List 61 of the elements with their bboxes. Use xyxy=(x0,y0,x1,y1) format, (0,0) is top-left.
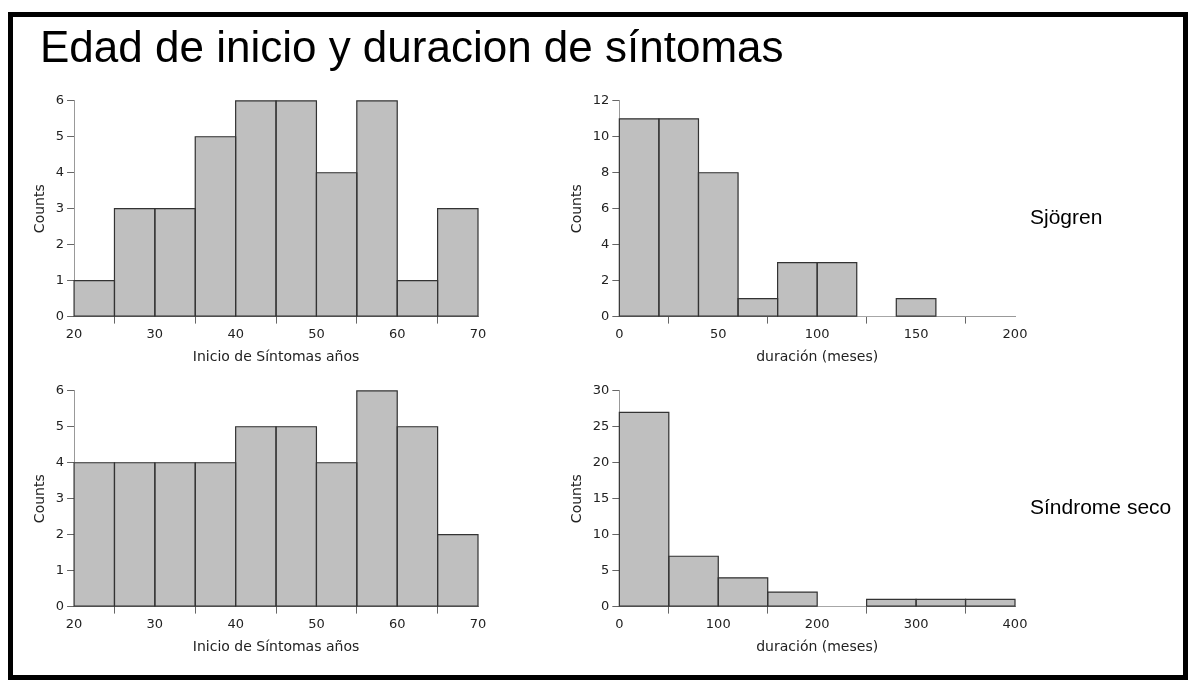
y-axis-title: Counts xyxy=(568,474,585,524)
x-tick-label: 30 xyxy=(146,615,164,631)
x-axis-title: duración (meses) xyxy=(756,638,879,655)
y-tick-label: 15 xyxy=(592,490,610,506)
y-tick-label: 1 xyxy=(55,272,65,288)
x-tick-label: 400 xyxy=(1002,615,1028,631)
y-tick-label: 2 xyxy=(601,272,610,288)
y-tick-label: 1 xyxy=(55,562,65,578)
y-tick-label: 5 xyxy=(55,418,65,434)
x-tick-label: 40 xyxy=(227,615,244,631)
y-tick-label: 30 xyxy=(592,382,610,398)
y-tick-label: 12 xyxy=(592,92,610,108)
x-tick-label: 0 xyxy=(615,615,624,631)
y-axis-title: Counts xyxy=(31,184,48,234)
x-tick-label: 200 xyxy=(1002,325,1028,341)
text: Síndrome seco xyxy=(1030,495,1172,519)
y-tick-label: 2 xyxy=(55,526,65,542)
y-tick-label: 2 xyxy=(55,236,65,252)
y-tick-label: 6 xyxy=(55,92,65,108)
x-tick-label: 50 xyxy=(308,615,325,631)
y-tick-label: 4 xyxy=(55,454,65,470)
y-tick-label: 4 xyxy=(601,236,610,252)
x-tick-label: 0 xyxy=(615,325,624,341)
y-tick-label: 4 xyxy=(55,164,65,180)
y-tick-label: 20 xyxy=(592,454,610,470)
x-tick-label: 70 xyxy=(469,615,487,631)
x-axis-title: duración (meses) xyxy=(756,348,879,365)
y-tick-label: 5 xyxy=(601,562,610,578)
y-tick-label: 0 xyxy=(55,597,65,613)
y-tick-label: 0 xyxy=(55,307,65,323)
x-tick-label: 200 xyxy=(804,615,830,631)
x-tick-label: 20 xyxy=(65,325,83,341)
x-tick-label: 100 xyxy=(705,615,731,631)
y-tick-label: 3 xyxy=(55,200,65,216)
y-tick-label: 8 xyxy=(601,164,610,180)
x-axis-title: Inicio de Síntomas años xyxy=(192,348,360,365)
text: Sjögren xyxy=(1030,205,1103,229)
x-tick-label: 50 xyxy=(709,325,727,341)
x-tick-label: 300 xyxy=(903,615,929,631)
y-tick-label: 0 xyxy=(601,597,610,613)
y-tick-label: 25 xyxy=(592,418,610,434)
y-tick-label: 6 xyxy=(601,200,610,216)
x-axis-title: Inicio de Síntomas años xyxy=(192,638,360,655)
x-tick-label: 60 xyxy=(388,615,406,631)
x-tick-label: 50 xyxy=(308,325,325,341)
y-tick-label: 10 xyxy=(592,526,610,542)
x-tick-label: 100 xyxy=(804,325,830,341)
x-tick-label: 20 xyxy=(65,615,83,631)
x-tick-label: 40 xyxy=(227,325,244,341)
y-tick-label: 5 xyxy=(55,128,65,144)
y-tick-label: 3 xyxy=(55,490,65,506)
y-tick-label: 0 xyxy=(601,307,610,323)
chart-title: Edad de inicio y duracion de síntomas xyxy=(40,22,784,72)
y-axis-title: Counts xyxy=(568,184,585,234)
x-tick-label: 30 xyxy=(146,325,164,341)
y-tick-label: 6 xyxy=(55,382,65,398)
x-tick-label: 150 xyxy=(903,325,929,341)
x-tick-label: 70 xyxy=(469,325,487,341)
x-tick-label: 60 xyxy=(388,325,406,341)
y-axis-title: Counts xyxy=(31,474,48,524)
y-tick-label: 10 xyxy=(592,128,610,144)
